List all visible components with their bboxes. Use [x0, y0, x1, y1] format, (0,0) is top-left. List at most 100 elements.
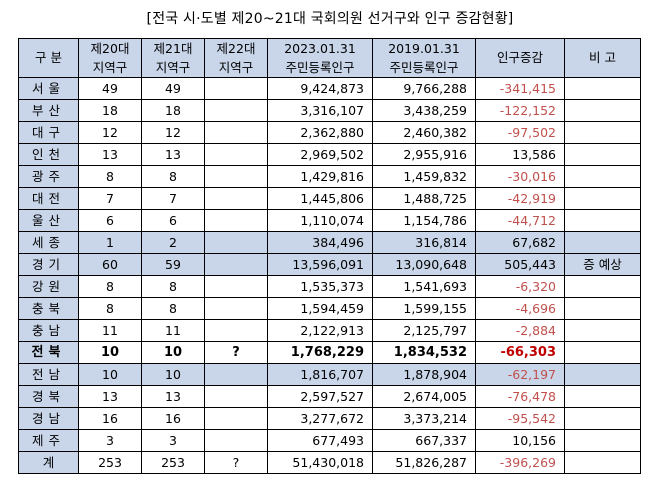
- cell-note: [564, 407, 641, 430]
- cell-d21: 16: [141, 407, 205, 430]
- cell-pop-2019: 13,090,648: [372, 253, 476, 276]
- cell-d22: [204, 363, 268, 386]
- cell-change: -42,919: [475, 187, 565, 210]
- table-row: 대전 7 7 1,445,806 1,488,725 -42,919: [18, 187, 641, 210]
- cell-d21: 49: [141, 77, 205, 100]
- cell-d22: [204, 77, 268, 100]
- cell-change: -396,269: [475, 451, 565, 474]
- cell-note: [564, 385, 641, 408]
- cell-d20: 18: [78, 99, 142, 122]
- cell-region: 서울: [18, 77, 79, 100]
- cell-d20: 13: [78, 385, 142, 408]
- table-row: 경기 60 59 13,596,091 13,090,648 505,443 증 예상: [18, 253, 641, 276]
- cell-pop-2019: 2,674,005: [372, 385, 476, 408]
- cell-note: [564, 319, 641, 342]
- cell-d20: 8: [78, 165, 142, 188]
- cell-change: -97,502: [475, 121, 565, 144]
- cell-d22: [204, 297, 268, 320]
- table-header: 구 분 제20대 제21대 제22대 2023.01.31 2019.01.31…: [18, 38, 641, 78]
- cell-d21: 13: [141, 385, 205, 408]
- cell-pop-2023: 1,535,373: [267, 275, 373, 298]
- header-d22-line1: 제22대: [204, 38, 268, 58]
- cell-pop-2023: 3,277,672: [267, 407, 373, 430]
- table-row: 울산 6 6 1,110,074 1,154,786 -44,712: [18, 209, 641, 232]
- table-title: [전국 시·도별 제20~21대 국회의원 선거구와 인구 증감현황]: [146, 11, 514, 27]
- table-row: 계 253 253? 51,430,018 51,826,287 -396,269: [18, 451, 641, 474]
- cell-d21: 3: [141, 429, 205, 452]
- header-p2023-line1: 2023.01.31: [267, 38, 373, 58]
- cell-pop-2019: 1,878,904: [372, 363, 476, 386]
- cell-d21: 6: [141, 209, 205, 232]
- header-note: 비 고: [564, 38, 641, 78]
- cell-d22: [204, 165, 268, 188]
- cell-pop-2023: 384,496: [267, 231, 373, 254]
- cell-change: -66,303: [475, 341, 565, 364]
- cell-d22: [204, 99, 268, 122]
- table-row: 전북 10 10? 1,768,229 1,834,532 -66,303: [18, 341, 641, 364]
- cell-pop-2019: 51,826,287: [372, 451, 476, 474]
- cell-d22: [204, 407, 268, 430]
- cell-note: [564, 275, 641, 298]
- header-d20-line1: 제20대: [78, 38, 142, 58]
- cell-region: 인천: [18, 143, 79, 166]
- cell-change: -2,884: [475, 319, 565, 342]
- cell-d20: 3: [78, 429, 142, 452]
- cell-change: -30,016: [475, 165, 565, 188]
- table-row: 충남 11 11 2,122,913 2,125,797 -2,884: [18, 319, 641, 342]
- cell-d20: 60: [78, 253, 142, 276]
- cell-pop-2023: 2,597,527: [267, 385, 373, 408]
- cell-note: [564, 99, 641, 122]
- header-change: 인구증감: [475, 38, 565, 78]
- cell-d20: 7: [78, 187, 142, 210]
- cell-d21: 10: [141, 363, 205, 386]
- cell-pop-2019: 667,337: [372, 429, 476, 452]
- table-row: 경남 16 16 3,277,672 3,373,214 -95,542: [18, 407, 641, 430]
- cell-region: 부산: [18, 99, 79, 122]
- cell-note: [564, 363, 641, 386]
- table-row: 전남 10 10 1,816,707 1,878,904 -62,197: [18, 363, 641, 386]
- cell-region: 계: [18, 451, 79, 474]
- table-row: 충북 8 8 1,594,459 1,599,155 -4,696: [18, 297, 641, 320]
- cell-pop-2023: 2,362,880: [267, 121, 373, 144]
- cell-d20: 253: [78, 451, 142, 474]
- cell-region: 제주: [18, 429, 79, 452]
- cell-d22: [204, 385, 268, 408]
- cell-note: [564, 187, 641, 210]
- cell-change: 13,586: [475, 143, 565, 166]
- cell-d21: 11: [141, 319, 205, 342]
- cell-region: 경북: [18, 385, 79, 408]
- cell-note: [564, 297, 641, 320]
- cell-d21: 10: [141, 341, 205, 364]
- cell-d20: 49: [78, 77, 142, 100]
- cell-pop-2023: 13,596,091: [267, 253, 373, 276]
- cell-pop-2019: 1,488,725: [372, 187, 476, 210]
- cell-pop-2019: 1,599,155: [372, 297, 476, 320]
- header-region: 구 분: [18, 38, 79, 78]
- cell-d20: 11: [78, 319, 142, 342]
- cell-d21: 253: [141, 451, 205, 474]
- cell-pop-2023: 51,430,018: [267, 451, 373, 474]
- table-row: 서울 49 49 9,424,873 9,766,288 -341,415: [18, 77, 641, 100]
- cell-d22: [204, 143, 268, 166]
- cell-region: 울산: [18, 209, 79, 232]
- cell-change: 10,156: [475, 429, 565, 452]
- cell-region: 강원: [18, 275, 79, 298]
- cell-pop-2019: 2,125,797: [372, 319, 476, 342]
- cell-pop-2019: 1,154,786: [372, 209, 476, 232]
- cell-d22: [204, 429, 268, 452]
- cell-note: [564, 341, 641, 364]
- cell-pop-2019: 316,814: [372, 231, 476, 254]
- cell-change: 505,443: [475, 253, 565, 276]
- table-row: 경북 13 13 2,597,527 2,674,005 -76,478: [18, 385, 641, 408]
- cell-d21: 12: [141, 121, 205, 144]
- cell-d22: [204, 275, 268, 298]
- cell-d22: [204, 187, 268, 210]
- cell-region: 광주: [18, 165, 79, 188]
- cell-region: 충남: [18, 319, 79, 342]
- table-row: 인천 13 13 2,969,502 2,955,916 13,586: [18, 143, 641, 166]
- cell-pop-2023: 9,424,873: [267, 77, 373, 100]
- cell-region: 전남: [18, 363, 79, 386]
- district-population-table: 구 분 제20대 제21대 제22대 2023.01.31 2019.01.31…: [18, 38, 641, 474]
- cell-change: 67,682: [475, 231, 565, 254]
- cell-d21: 8: [141, 165, 205, 188]
